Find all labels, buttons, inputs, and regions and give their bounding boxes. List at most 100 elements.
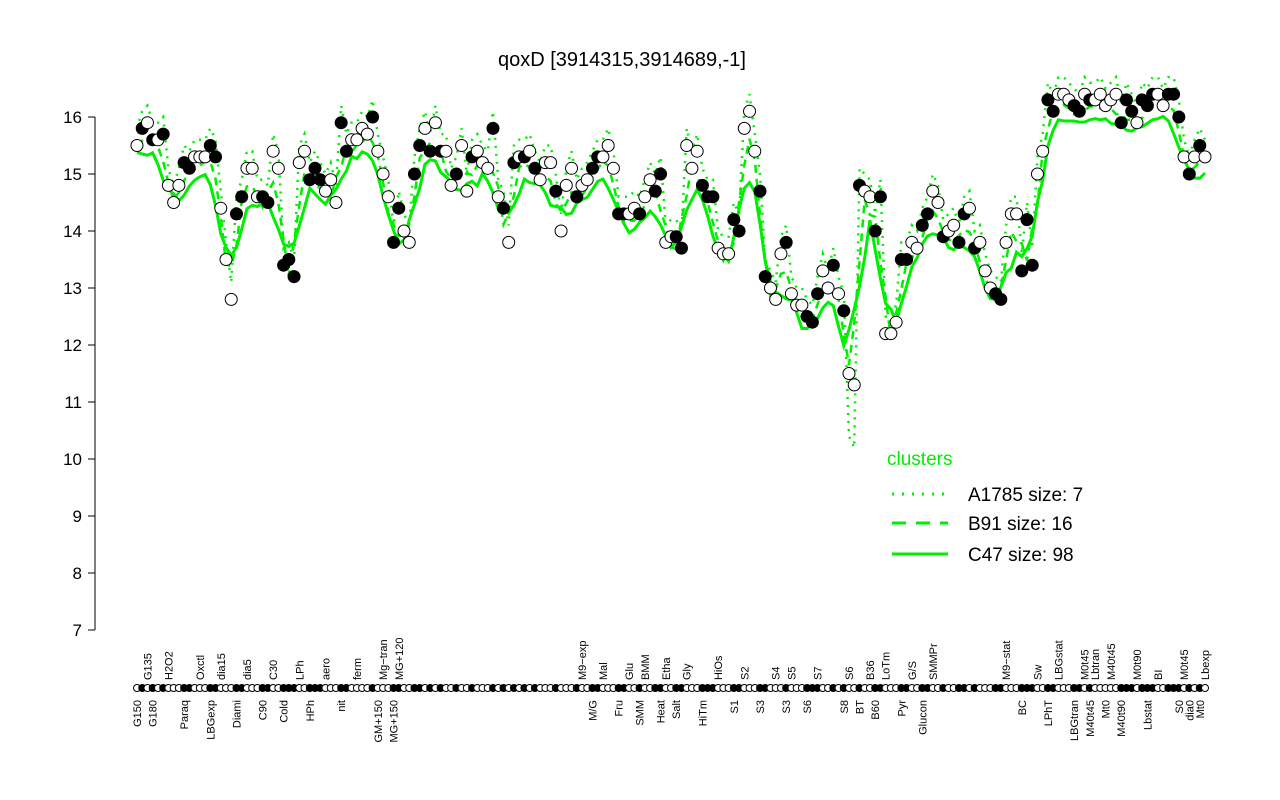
data-point	[287, 270, 301, 284]
x-tick-label: Fru	[614, 700, 626, 717]
data-point	[1119, 93, 1133, 107]
x-tick-label: HiOs	[713, 655, 725, 680]
data-point	[884, 327, 898, 341]
data-point	[596, 150, 610, 164]
x-tick-label: Lbstat	[1142, 700, 1154, 730]
x-tick-label: S2	[739, 667, 751, 680]
data-point	[994, 292, 1008, 306]
data-point	[381, 190, 395, 204]
data-point	[1020, 213, 1034, 227]
data-point	[1130, 116, 1144, 130]
data-point	[167, 196, 181, 209]
x-tick-label: BI	[1153, 670, 1165, 680]
data-point	[460, 184, 474, 198]
data-point	[1046, 104, 1060, 118]
data-point	[219, 253, 233, 266]
data-point	[229, 207, 243, 221]
data-point	[774, 247, 788, 261]
y-tick-label: 14	[63, 222, 82, 241]
x-tick-label: M0t45	[1080, 649, 1092, 680]
x-tick-label: Lbtran	[1090, 649, 1102, 680]
data-point	[695, 178, 709, 192]
x-tick-label: M0t45	[1179, 649, 1191, 680]
x-tick-label: GM+150	[373, 700, 385, 743]
x-tick-label: dia0	[1184, 700, 1196, 721]
data-point	[428, 116, 442, 130]
data-point	[889, 315, 903, 329]
x-tick-label: M0t90	[1132, 649, 1144, 680]
data-point	[203, 139, 217, 152]
data-point	[339, 144, 353, 158]
data-point	[847, 378, 861, 392]
data-point	[921, 207, 935, 221]
x-tick-label: ferm	[352, 658, 364, 680]
data-point	[292, 156, 306, 170]
x-tick-label: Glucon	[917, 700, 929, 735]
data-point	[1010, 207, 1024, 221]
data-point	[182, 161, 196, 175]
data-point	[722, 247, 736, 261]
data-point	[1072, 104, 1086, 118]
legend-label-c47: C47 size: 98	[968, 545, 1074, 566]
data-point	[1172, 110, 1186, 124]
y-tick-label: 11	[64, 393, 82, 412]
data-point	[245, 161, 259, 175]
data-point	[769, 292, 783, 306]
chart-title: qoxD [3914315,3914689,-1]	[498, 49, 746, 71]
y-tick-label: 8	[73, 564, 82, 583]
y-tick-label: 10	[63, 450, 82, 469]
x-rug	[133, 684, 1209, 692]
data-point	[654, 167, 668, 181]
data-point	[952, 235, 966, 249]
data-point	[638, 190, 652, 204]
data-point	[706, 190, 720, 204]
y-tick-label: 13	[63, 279, 82, 298]
data-point	[224, 292, 238, 306]
data-point	[266, 144, 280, 158]
data-point	[544, 156, 558, 170]
data-point	[1182, 167, 1196, 181]
x-tick-label: Paraq	[179, 700, 191, 729]
x-tick-label: aero	[320, 658, 332, 680]
data-point	[1093, 87, 1107, 101]
rug-mark	[1201, 684, 1209, 692]
x-tick-label: M40t90	[1116, 700, 1128, 737]
y-tick-label: 15	[63, 165, 82, 184]
data-point	[999, 235, 1013, 249]
data-point	[334, 116, 348, 130]
x-tick-label: Mt0	[1101, 700, 1113, 718]
data-point	[962, 201, 976, 215]
data-point	[496, 201, 510, 215]
x-tick-label: LBGexp	[205, 700, 217, 740]
data-point	[491, 190, 505, 204]
data-point	[444, 178, 458, 192]
data-point	[350, 133, 364, 147]
x-tick-label: Gly	[682, 663, 694, 680]
x-tick-label: Etha	[661, 656, 673, 680]
data-point	[737, 121, 751, 135]
x-tick-label: HiTm	[697, 700, 709, 726]
data-point	[648, 184, 662, 198]
data-point	[554, 224, 568, 238]
data-point	[805, 315, 819, 329]
x-tick-label: G135	[142, 653, 154, 680]
data-point	[1036, 144, 1050, 158]
x-tick-label: dia5	[242, 659, 254, 680]
data-point	[214, 201, 228, 215]
data-point	[481, 161, 495, 175]
data-point	[449, 167, 463, 181]
data-point	[643, 173, 657, 187]
data-point	[978, 264, 992, 278]
x-tick-label: Mt0	[1195, 700, 1207, 718]
x-tick-label: G/S	[907, 661, 919, 680]
data-point	[837, 304, 851, 318]
y-tick-label: 12	[63, 336, 82, 355]
data-point	[685, 161, 699, 175]
x-tick-label: S6	[844, 667, 856, 680]
data-point	[832, 287, 846, 301]
data-point	[528, 161, 542, 175]
data-point	[324, 173, 338, 187]
x-tick-label: C90	[258, 700, 270, 720]
x-tick-label: MG+120	[394, 638, 406, 681]
